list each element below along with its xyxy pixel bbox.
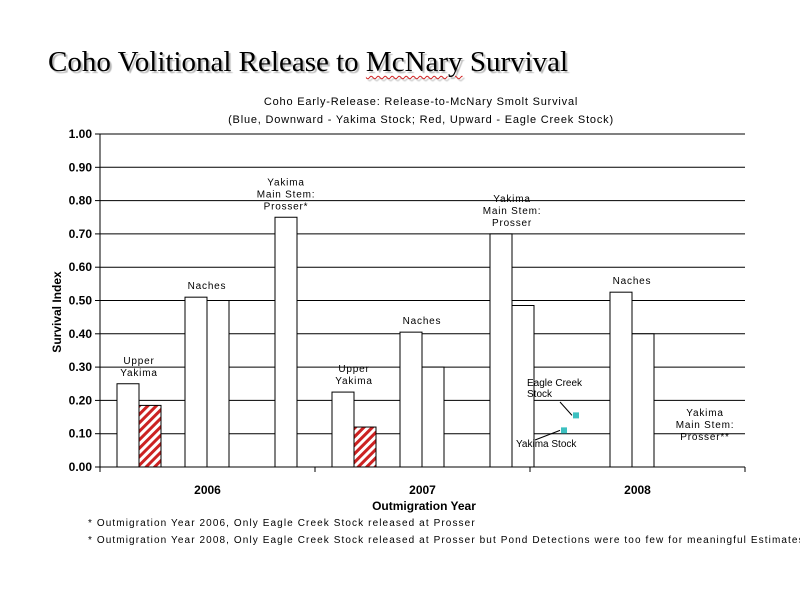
release-site-label: Main Stem: [483, 206, 542, 217]
release-site-label: Main Stem: [676, 420, 735, 431]
release-site-label: Prosser [492, 218, 532, 229]
y-tick-label: 0.60 [69, 260, 93, 274]
bar-survival [631, 333, 655, 468]
release-site-label: Naches [403, 316, 442, 327]
title-text-spellcheck-word: McNary [365, 46, 463, 78]
x-tick-label: 2008 [624, 483, 651, 497]
bar-survival [116, 383, 140, 468]
stock-marker [561, 427, 567, 434]
bar-survival [331, 391, 355, 468]
release-site-label: Yakima [335, 376, 372, 387]
release-site-label: Yakima [493, 194, 530, 205]
release-site-label: Naches [613, 276, 652, 287]
release-site-label: Yakima [120, 368, 157, 379]
chart-title: Coho Early-Release: Release-to-McNary Sm… [264, 96, 578, 108]
x-axis-label: Outmigration Year [372, 499, 476, 513]
bar-eagle-creek-hatched [353, 426, 377, 468]
y-tick-label: 0.30 [69, 360, 93, 374]
release-site-label: Prosser** [680, 432, 729, 443]
footnote-2008: * Outmigration Year 2008, Only Eagle Cre… [88, 535, 800, 546]
release-site-label: Prosser* [264, 201, 309, 212]
bar-survival [184, 296, 208, 468]
y-tick-label: 0.70 [69, 227, 93, 241]
annotation-arrow [534, 429, 561, 441]
stock-marker [573, 412, 579, 419]
release-site-label: Upper [123, 356, 154, 367]
annotation-arrow [559, 401, 573, 416]
bar-survival [489, 233, 513, 468]
release-site-label: Yakima [686, 408, 723, 419]
title-text-end: Survival [462, 46, 569, 78]
stock-annotation-label: Stock [527, 389, 553, 400]
title-text-start: Coho Volitional Release to [48, 46, 366, 78]
y-tick-label: 0.20 [69, 393, 93, 407]
bar-survival [206, 300, 230, 468]
release-site-label: Upper [338, 364, 369, 375]
chart-subtitle: (Blue, Downward - Yakima Stock; Red, Upw… [228, 114, 614, 126]
y-tick-label: 0.50 [69, 294, 93, 308]
y-tick-label: 0.00 [69, 460, 93, 474]
y-axis-label: Survival Index [50, 271, 64, 353]
footnote-2006: * Outmigration Year 2006, Only Eagle Cre… [88, 518, 476, 529]
release-site-label: Yakima [267, 177, 304, 188]
slide-title: Coho Volitional Release to McNary Surviv… [48, 46, 568, 79]
bar-survival [421, 366, 445, 468]
bar-survival [609, 291, 633, 468]
x-tick-label: 2007 [409, 483, 436, 497]
y-tick-label: 1.00 [69, 127, 93, 141]
y-tick-label: 0.90 [69, 160, 93, 174]
stock-annotation-label: Yakima Stock [516, 439, 577, 450]
bar-survival [274, 216, 298, 468]
y-tick-label: 0.80 [69, 194, 93, 208]
stock-annotation-label: Eagle Creek [527, 378, 583, 389]
y-tick-label: 0.10 [69, 427, 93, 441]
release-site-label: Main Stem: [257, 189, 316, 200]
bar-eagle-creek-hatched [138, 404, 162, 468]
y-tick-label: 0.40 [69, 327, 93, 341]
x-tick-label: 2006 [194, 483, 221, 497]
release-site-label: Naches [188, 281, 227, 292]
bar-survival [399, 331, 423, 468]
